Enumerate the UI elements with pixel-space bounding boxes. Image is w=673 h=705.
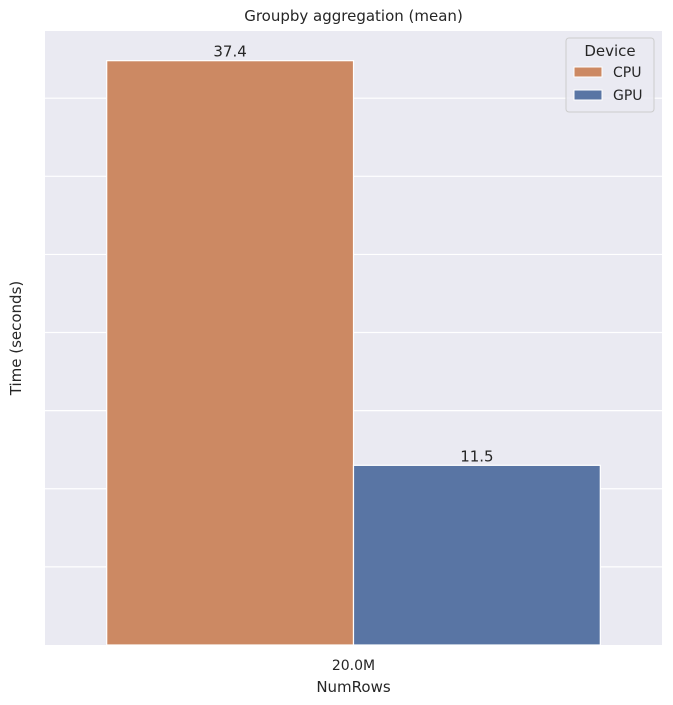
legend: Device CPU GPU xyxy=(565,37,655,113)
y-axis-label: Time (seconds) xyxy=(7,281,25,397)
x-tick-labels: 20.0M xyxy=(332,658,375,674)
legend-title: Device xyxy=(584,42,635,60)
bar-gpu xyxy=(352,464,601,646)
legend-label-gpu: GPU xyxy=(613,88,643,104)
data-labels: 37.4 11.5 xyxy=(213,43,493,466)
bars xyxy=(106,60,601,646)
data-label-cpu: 37.4 xyxy=(213,43,246,61)
legend-swatch-gpu xyxy=(573,89,603,101)
x-tick-label: 20.0M xyxy=(332,658,375,674)
legend-swatch-cpu xyxy=(573,66,603,78)
bar-cpu xyxy=(106,60,355,646)
chart-title: Groupby aggregation (mean) xyxy=(244,7,463,25)
legend-label-cpu: CPU xyxy=(613,65,641,81)
x-axis-label: NumRows xyxy=(316,678,391,696)
data-label-gpu: 11.5 xyxy=(460,447,493,465)
